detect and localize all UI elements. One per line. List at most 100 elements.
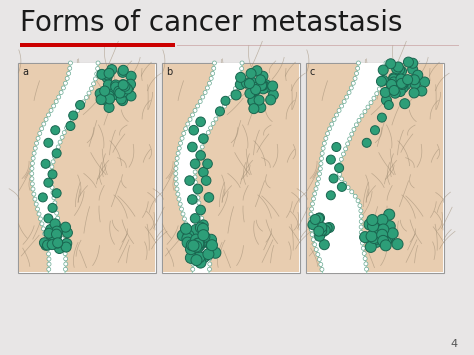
Circle shape [375,92,379,95]
Circle shape [182,217,186,221]
Circle shape [70,117,74,121]
Circle shape [96,61,100,65]
Circle shape [356,61,360,65]
Circle shape [393,62,403,72]
Circle shape [52,222,61,231]
Circle shape [104,103,114,113]
Circle shape [32,192,36,196]
Circle shape [198,206,202,210]
Circle shape [201,95,205,99]
Circle shape [30,177,34,181]
Circle shape [126,79,136,89]
Circle shape [204,135,208,139]
Circle shape [30,182,34,186]
Circle shape [75,100,84,109]
Circle shape [192,238,203,249]
Circle shape [203,231,207,235]
Circle shape [198,252,209,263]
Circle shape [381,237,392,248]
Circle shape [176,192,180,196]
Circle shape [209,126,213,130]
Circle shape [38,193,47,202]
Circle shape [178,202,182,206]
Circle shape [191,214,200,223]
Text: Forms of cancer metastasis: Forms of cancer metastasis [20,9,402,37]
Bar [19,64,155,272]
Circle shape [268,90,278,100]
Circle shape [343,181,346,185]
Circle shape [349,86,353,90]
Circle shape [319,262,323,266]
Circle shape [356,66,360,70]
Circle shape [360,114,364,118]
Circle shape [76,109,80,113]
Circle shape [206,247,210,251]
Circle shape [377,87,381,91]
Circle shape [210,71,215,76]
Circle shape [384,67,388,71]
Circle shape [392,239,403,250]
Circle shape [326,155,335,164]
Circle shape [33,146,37,150]
Circle shape [185,252,196,263]
Circle shape [382,230,392,241]
Circle shape [118,67,128,77]
Circle shape [49,108,53,113]
Circle shape [203,159,212,169]
Circle shape [68,61,73,65]
Circle shape [51,126,60,135]
Circle shape [196,237,207,248]
Circle shape [41,159,50,168]
Circle shape [207,252,211,256]
Circle shape [62,131,66,135]
Circle shape [359,225,363,229]
Circle shape [258,71,268,81]
Circle shape [252,101,262,111]
Circle shape [198,99,202,104]
Circle shape [398,80,408,89]
Circle shape [55,216,60,220]
Circle shape [378,65,388,75]
Circle shape [198,223,209,234]
Circle shape [311,197,316,201]
Circle shape [118,95,128,106]
Circle shape [257,80,267,90]
Circle shape [384,209,395,220]
Circle shape [203,91,207,94]
Circle shape [55,244,64,253]
Circle shape [181,223,191,234]
Circle shape [248,96,258,106]
Circle shape [337,182,346,191]
Circle shape [184,222,188,226]
Circle shape [53,238,63,248]
Circle shape [372,96,376,100]
Circle shape [187,232,191,236]
Circle shape [193,108,197,113]
Circle shape [185,227,190,231]
Circle shape [202,226,206,230]
Circle shape [365,241,376,252]
Circle shape [64,126,69,130]
Circle shape [46,247,50,251]
Circle shape [182,131,186,136]
Circle shape [247,77,257,87]
Circle shape [196,205,205,215]
Circle shape [45,242,49,246]
Circle shape [54,206,58,210]
Circle shape [40,127,44,131]
Circle shape [392,64,401,74]
Circle shape [262,82,272,92]
Circle shape [364,262,368,266]
Circle shape [363,109,367,114]
Circle shape [91,82,96,86]
Circle shape [118,80,128,90]
Circle shape [48,203,57,212]
Circle shape [350,190,354,194]
Circle shape [316,252,320,257]
Circle shape [321,146,325,151]
Circle shape [359,209,363,213]
Circle shape [265,95,276,105]
Circle shape [47,240,57,250]
Circle shape [195,229,206,240]
Circle shape [389,77,399,87]
